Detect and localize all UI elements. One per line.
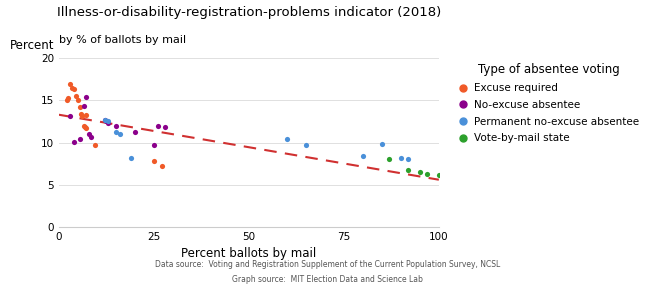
- Point: [403, 168, 414, 173]
- Text: Data source:  Voting and Registration Supplement of the Current Population Surve: Data source: Voting and Registration Sup…: [155, 260, 500, 269]
- Point: [69, 139, 79, 144]
- Text: Illness-or-disability-registration-problems indicator (2018): Illness-or-disability-registration-probl…: [57, 6, 441, 19]
- Point: [81, 112, 91, 117]
- Point: [75, 105, 85, 109]
- Point: [81, 126, 92, 131]
- Point: [130, 130, 140, 135]
- Point: [62, 97, 72, 102]
- X-axis label: Percent ballots by mail: Percent ballots by mail: [181, 247, 316, 260]
- Point: [79, 123, 89, 128]
- Point: [153, 123, 163, 128]
- Text: Percent: Percent: [10, 39, 54, 52]
- Point: [396, 155, 406, 160]
- Point: [403, 157, 414, 162]
- Point: [73, 97, 83, 102]
- Point: [103, 121, 113, 125]
- Point: [86, 134, 96, 139]
- Text: Graph source:  MIT Election Data and Science Lab: Graph source: MIT Election Data and Scie…: [232, 275, 423, 284]
- Point: [115, 132, 125, 136]
- Point: [358, 154, 368, 158]
- Point: [149, 159, 159, 164]
- Point: [63, 95, 73, 100]
- Point: [160, 125, 170, 130]
- Point: [377, 142, 387, 147]
- Point: [81, 95, 91, 99]
- Text: by % of ballots by mail: by % of ballots by mail: [59, 35, 186, 45]
- Point: [79, 125, 90, 130]
- Point: [65, 114, 75, 119]
- Point: [103, 119, 113, 124]
- Point: [84, 132, 94, 136]
- Point: [100, 118, 110, 122]
- Point: [384, 157, 395, 162]
- Point: [434, 172, 444, 177]
- Point: [101, 119, 111, 124]
- Point: [422, 171, 433, 176]
- Point: [71, 94, 81, 99]
- Point: [111, 130, 121, 135]
- Legend: Excuse required, No-excuse absentee, Permanent no-excuse absentee, Vote-by-mail : Excuse required, No-excuse absentee, Per…: [459, 63, 639, 143]
- Point: [157, 164, 167, 168]
- Point: [77, 114, 87, 119]
- Point: [69, 87, 79, 92]
- Point: [149, 143, 159, 148]
- Point: [79, 104, 89, 109]
- Point: [75, 137, 85, 141]
- Point: [415, 170, 425, 175]
- Point: [126, 155, 136, 160]
- Point: [76, 111, 86, 116]
- Point: [100, 118, 110, 122]
- Point: [65, 81, 75, 86]
- Point: [282, 137, 292, 141]
- Point: [111, 123, 121, 128]
- Point: [90, 143, 100, 148]
- Point: [67, 86, 77, 90]
- Point: [301, 143, 311, 148]
